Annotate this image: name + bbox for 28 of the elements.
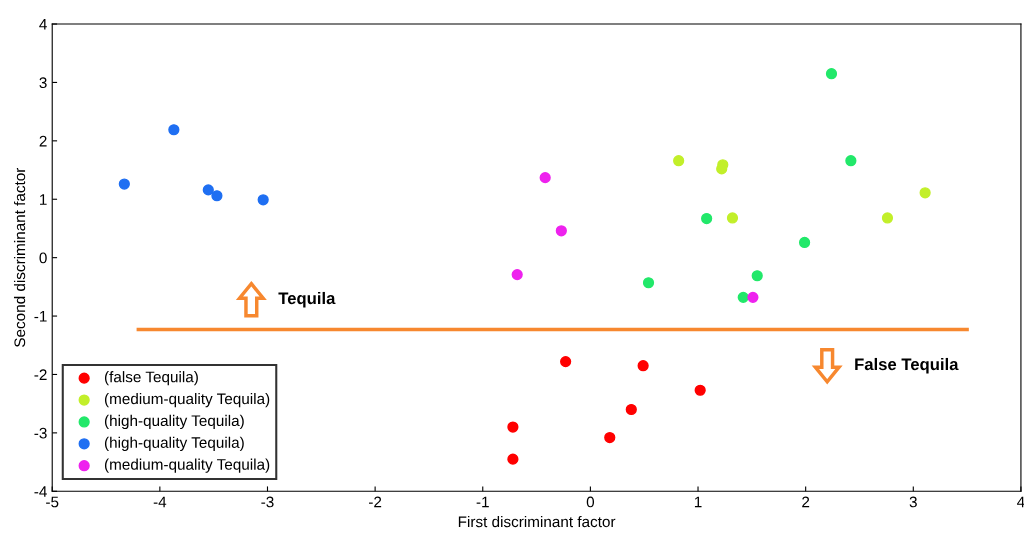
annotation: Tequila [278, 291, 336, 308]
y-axis-title: Second discriminant factor [13, 167, 26, 347]
x-tick-label: -1 [476, 496, 489, 508]
y-tick-label: -3 [34, 427, 47, 439]
y-tick-label: -1 [34, 311, 47, 322]
x-tick-label: 4 [1017, 496, 1024, 508]
y-tick-label: 2 [39, 135, 47, 147]
x-tick-label: -2 [369, 496, 382, 508]
x-tick-label: 2 [802, 496, 810, 508]
y-tick-label: 4 [39, 19, 47, 30]
legend-label: (medium-quality Tequila) [104, 392, 270, 408]
y-tick-label: 1 [40, 194, 47, 205]
x-tick-label: 1 [694, 496, 702, 508]
y-tick-label: 3 [39, 77, 47, 89]
annotation: False Tequila [855, 357, 959, 374]
legend-label: (medium-quality Tequila) [104, 458, 270, 473]
x-tick-label: -4 [153, 496, 167, 508]
y-tick-label: -4 [34, 486, 47, 497]
legend-label: (false Tequila) [104, 371, 198, 386]
y-tick-label: -2 [34, 369, 47, 380]
legend-label: (high-quality Tequila) [104, 436, 244, 451]
x-axis-title: First discriminant factor [458, 515, 616, 528]
x-tick-label: -5 [46, 496, 59, 508]
x-tick-label: 0 [586, 496, 595, 508]
x-tick-label: -3 [261, 496, 274, 508]
y-tick-label: 0 [39, 252, 47, 264]
legend-label: (high-quality Tequila) [104, 414, 244, 430]
x-tick-label: 3 [909, 496, 917, 508]
